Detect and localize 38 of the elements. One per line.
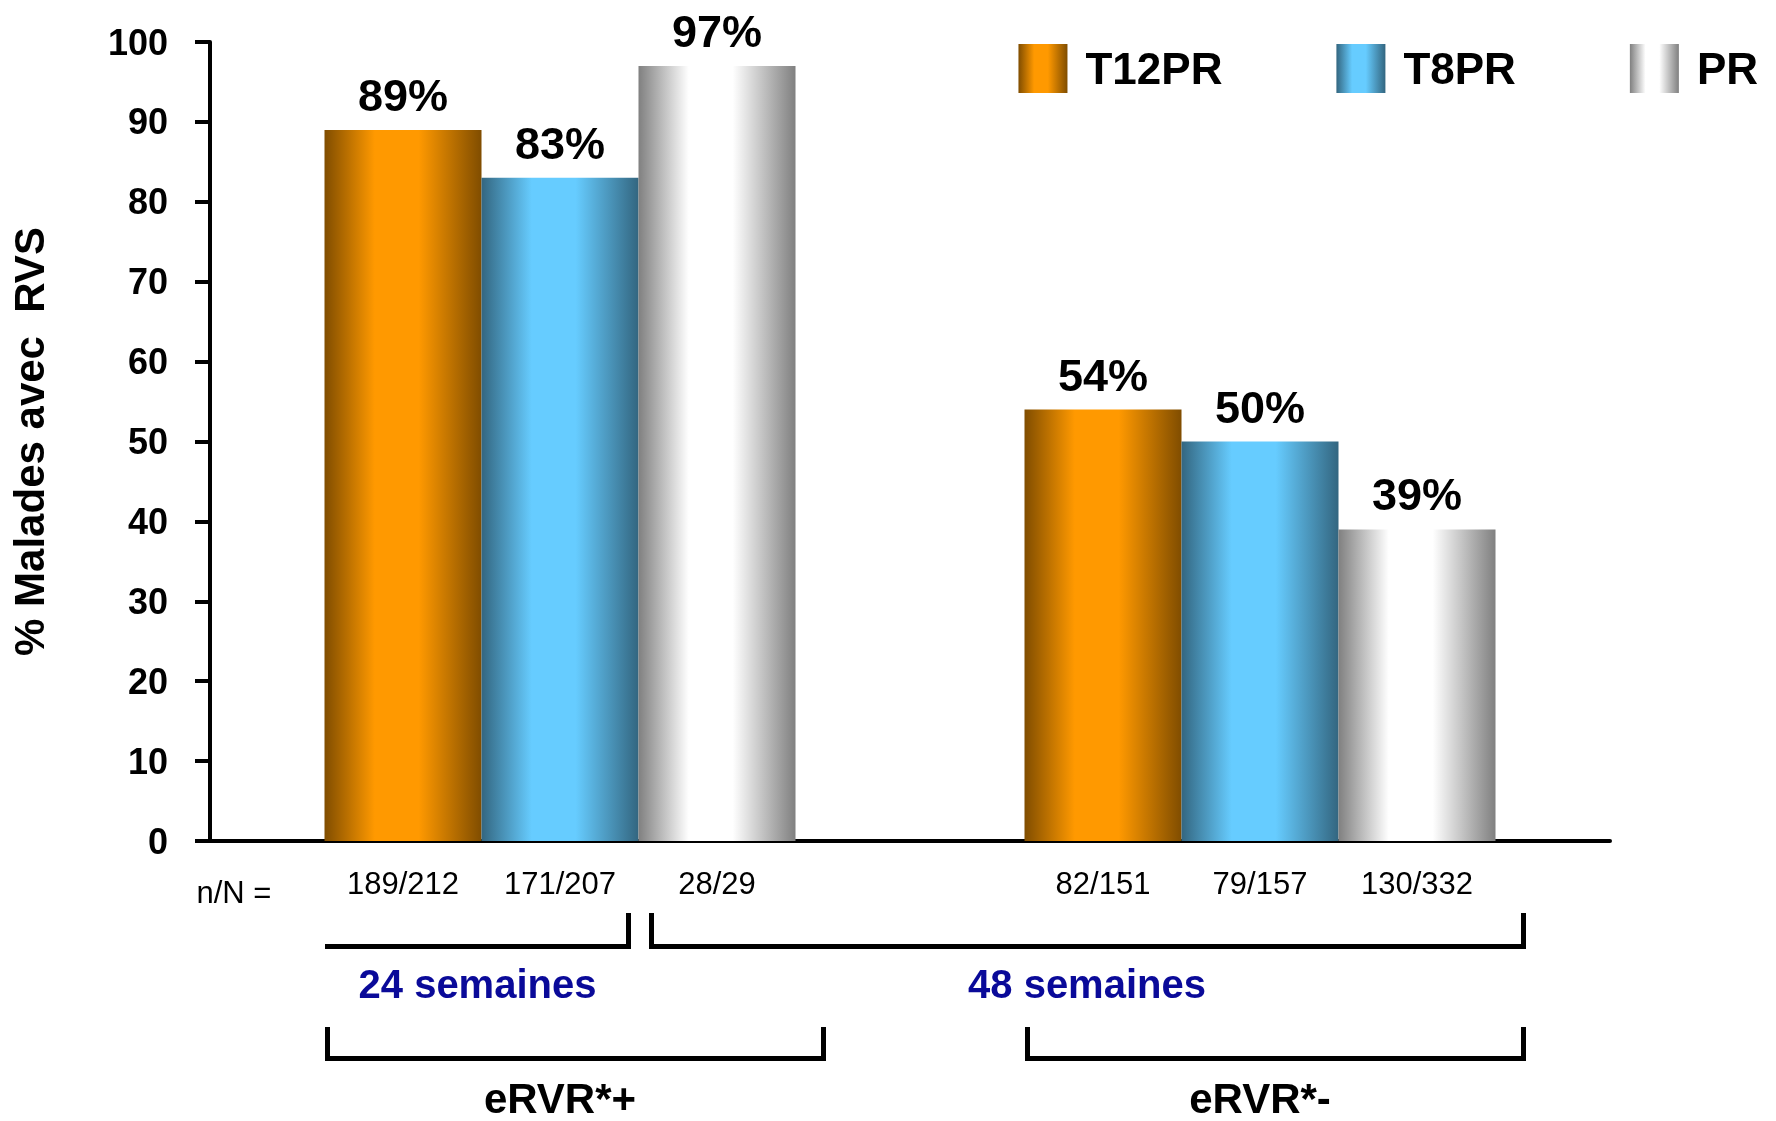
text: 171/207 (503, 865, 617, 901)
y-axis-title: % Malades avec RVS (5, 227, 53, 656)
bar (1181, 441, 1339, 841)
bar (481, 177, 639, 841)
text: 130/332 (1360, 865, 1474, 901)
text: 24 semaines (358, 962, 597, 1006)
y-tick-label: 100 (107, 21, 168, 63)
legend-label: PR (1696, 44, 1758, 93)
x-tick-label: eRVR*+ (483, 1074, 637, 1121)
y-tick-label: 50 (127, 421, 168, 462)
text: 79/157 (1212, 865, 1308, 901)
y-tick-label: 80 (127, 181, 168, 223)
bar (324, 129, 482, 841)
y-tick-label: 70 (127, 261, 168, 303)
data-label: 97% (671, 5, 763, 57)
legend-label: T8PR (1403, 44, 1516, 93)
y-tick-label: 40 (127, 500, 168, 542)
y-tick-label: 60 (127, 341, 168, 383)
data-label: 54% (1057, 349, 1149, 401)
y-tick-label: 90 (127, 101, 168, 143)
data-label: 89% (357, 69, 449, 121)
text: 189/212 (346, 865, 460, 901)
text: n/N = (196, 874, 272, 910)
y-tick-label: 20 (127, 660, 168, 702)
y-tick-label: 30 (127, 580, 168, 622)
bar (1338, 529, 1496, 841)
y-tick-label: 0 (147, 820, 168, 862)
y-tick-label: 10 (127, 740, 168, 782)
data-label: 39% (1371, 469, 1463, 521)
text: 48 semaines (968, 962, 1206, 1006)
text: 82/151 (1055, 865, 1151, 901)
bar (638, 65, 796, 841)
data-label: 50% (1214, 381, 1306, 433)
x-tick-label: eRVR*- (1189, 1074, 1331, 1121)
bar (1024, 409, 1182, 841)
data-label: 83% (514, 117, 606, 169)
text: 28/29 (678, 865, 756, 901)
legend-label: T12PR (1085, 44, 1223, 93)
